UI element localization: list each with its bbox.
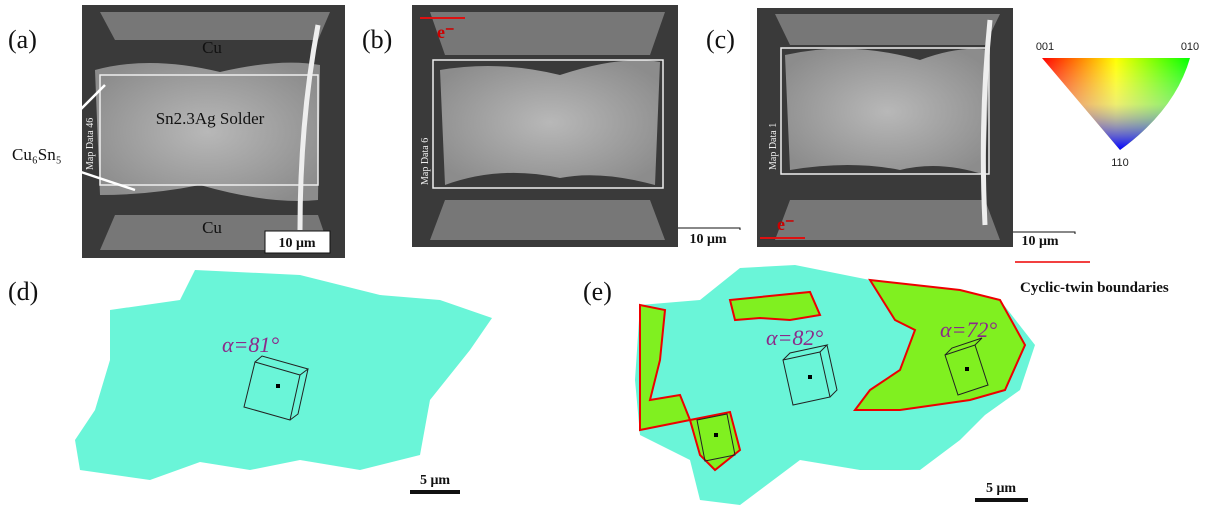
cu-pad [430,12,665,55]
panel-e: (e) α=82° α=72° 5 μm [583,265,1035,505]
panel-b: (b) e⁻ Map Data 6 10 μm [362,5,740,247]
electron-label: e⁻ [777,214,795,234]
center-dot [965,367,969,371]
panel-a: (a) Cu Cu Sn2.3Ag Solder Cu₆Sn₅ Map Data… [8,5,345,258]
panel-label: (b) [362,25,392,54]
center-dot [276,384,280,388]
cu-pad [430,200,665,240]
cu-pad [100,12,330,40]
scale-label: 10 μm [689,232,726,247]
scale-label: 10 μm [278,236,315,251]
solder [440,60,660,185]
ipf-corner: 001 [1036,41,1054,53]
map-label: Map Data 1 [768,123,779,170]
center-dot [808,375,812,379]
panel-label: (a) [8,25,37,54]
phase-label: Cu [202,218,222,237]
angle-label: α=82° [766,325,823,350]
angle-label: α=72° [940,317,997,342]
cu-pad [775,200,1000,240]
scale-label: 5 μm [986,481,1016,496]
ipf-corner: 110 [1111,157,1129,169]
scale-label: 5 μm [420,473,450,488]
phase-label: Cu [202,38,222,57]
figure: (a) Cu Cu Sn2.3Ag Solder Cu₆Sn₅ Map Data… [0,0,1225,515]
imc-label: Cu₆Sn₅ [12,145,62,164]
panel-c: (c) e⁻ Map Data 1 10 μm [706,8,1075,249]
boundary-label: Cyclic-twin boundaries [1020,280,1169,296]
electron-label: e⁻ [437,22,455,42]
scale-bar [975,498,1028,502]
grain-map [75,270,492,480]
scale-label: 10 μm [1021,234,1058,249]
ipf-legend: 001 010 110 Cyclic-twin boundaries [1015,41,1199,296]
map-label: Map Data 6 [420,138,431,185]
panel-d: (d) α=81° 5 μm [8,270,492,494]
scale-bar [410,490,460,494]
ipf-corner: 010 [1181,41,1199,53]
panel-label: (e) [583,277,612,306]
center-dot [714,433,718,437]
solder-label: Sn2.3Ag Solder [156,109,265,128]
solder [785,49,990,175]
panel-label: (d) [8,277,38,306]
scale-bar [678,228,740,230]
map-label: Map Data 46 [85,118,96,170]
cu-pad [775,14,1000,45]
ipf-triangle-shade [1042,58,1190,150]
panel-label: (c) [706,25,735,54]
solder [95,63,320,201]
angle-label: α=81° [222,332,279,357]
